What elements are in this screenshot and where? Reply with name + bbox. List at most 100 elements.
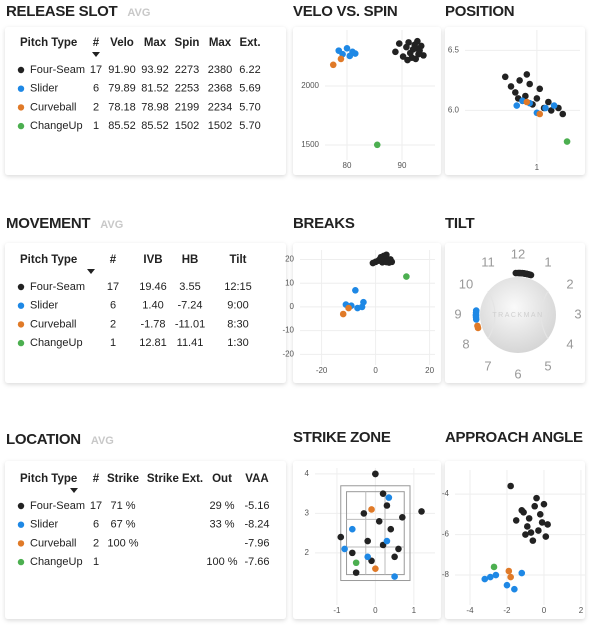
pitch-point (522, 531, 529, 538)
x-tick-label: 80 (343, 161, 352, 170)
y-tick-label: 6.5 (448, 46, 460, 55)
chart-title: BREAKS (293, 215, 355, 232)
avg-badge: AVG (100, 219, 123, 231)
pitch-dot (17, 122, 25, 130)
table-cell: 2 (110, 318, 116, 330)
y-tick-label: 1500 (301, 140, 319, 149)
pitch-point (529, 537, 537, 544)
pitch-point (385, 257, 393, 264)
pitch-point (523, 270, 531, 278)
pitch-point (383, 537, 391, 545)
table-cell: 5.70 (239, 101, 260, 113)
sort-caret (70, 488, 78, 493)
y-tick-label: -8 (442, 570, 450, 579)
pitch-point (395, 545, 402, 553)
pitch-point (523, 71, 531, 78)
section-title: LOCATION (6, 431, 81, 448)
y-tick-label: -6 (442, 530, 450, 539)
clock-number: 6 (514, 366, 521, 381)
column-header: Pitch Type (20, 254, 77, 266)
pitch-dot (17, 104, 25, 111)
pitch-point (341, 545, 348, 553)
column-header: Ext. (239, 37, 260, 49)
pitch-point (345, 304, 352, 312)
pitch-point (512, 517, 520, 524)
pitch-point (399, 53, 407, 60)
clock-number: 9 (454, 306, 461, 321)
pitch-point (563, 138, 571, 145)
table-cell: -7.66 (244, 556, 269, 568)
pitch-point (520, 509, 527, 516)
pitch-name: ChangeUp (30, 337, 83, 349)
pitch-point (524, 523, 531, 530)
pitch-name: Slider (30, 519, 58, 531)
table-cell: 85.52 (108, 120, 136, 132)
column-header: Pitch Type (20, 37, 77, 49)
column-header: VAA (245, 473, 268, 485)
column-header: Velo (110, 37, 134, 49)
table-cell: 1 (93, 556, 99, 568)
x-tick-label: 0 (373, 606, 378, 615)
pitch-point (337, 533, 345, 541)
pitch-dot (17, 283, 25, 291)
pitch-point (391, 573, 398, 580)
card (293, 243, 441, 383)
table-cell: 91.90 (108, 64, 136, 76)
table-cell: 2273 (175, 64, 199, 76)
column-header: Max (209, 37, 232, 49)
x-tick-label: 0 (542, 606, 547, 615)
pitch-name: ChangeUp (30, 556, 83, 568)
pitch-point (516, 77, 523, 84)
pitch-point (337, 55, 345, 63)
pitch-point (383, 502, 391, 509)
pitch-dot (17, 339, 25, 347)
column-header: Spin (175, 37, 200, 49)
pitch-name: Four-Seam (30, 281, 85, 293)
y-tick-label: -4 (442, 489, 450, 498)
pitch-point (404, 56, 411, 64)
y-tick-label: 2 (305, 548, 310, 557)
pitch-point (525, 515, 533, 522)
pitch-point (405, 39, 412, 46)
chart-title: TILT (445, 215, 474, 232)
pitch-name: ChangeUp (30, 120, 83, 132)
pitch-point (385, 494, 393, 501)
table-cell: 6 (110, 300, 116, 312)
pitch-point (329, 61, 337, 69)
pitch-point (531, 502, 539, 510)
pitch-point (490, 563, 498, 571)
y-tick-label: -10 (282, 326, 294, 335)
table-cell: 2 (93, 101, 99, 113)
baseball (480, 277, 556, 353)
avg-badge: AVG (127, 7, 150, 19)
table-cell: 78.98 (141, 101, 169, 113)
pitch-point (522, 92, 529, 100)
pitch-point (535, 527, 542, 534)
pitch-point (372, 565, 379, 572)
pitch-point (414, 37, 421, 45)
clock-number: 4 (566, 336, 573, 351)
pitch-name: Slider (30, 300, 58, 312)
table-cell: 1502 (175, 120, 199, 132)
pitch-point (349, 549, 356, 557)
pitch-point (373, 141, 381, 149)
pitch-point (351, 50, 359, 57)
y-tick-label: 0 (290, 302, 295, 311)
pitch-point (372, 470, 379, 478)
avg-badge: AVG (91, 435, 114, 447)
pitch-dot (17, 558, 25, 566)
pitch-point (358, 303, 366, 311)
table-cell: 2234 (208, 101, 232, 113)
chart-title: STRIKE ZONE (293, 429, 391, 446)
pitch-point (527, 529, 535, 536)
pitch-point (513, 102, 521, 109)
x-tick-label: 1 (535, 163, 540, 172)
table-cell: 2253 (175, 83, 199, 95)
pitch-point (540, 500, 548, 508)
table-cell: 79.89 (108, 83, 136, 95)
x-tick-label: -20 (316, 366, 328, 375)
table-cell: 85.52 (141, 120, 169, 132)
watermark: TRACKMAN (492, 312, 543, 319)
pitch-name: Slider (30, 83, 58, 95)
pitch-point (536, 85, 544, 93)
